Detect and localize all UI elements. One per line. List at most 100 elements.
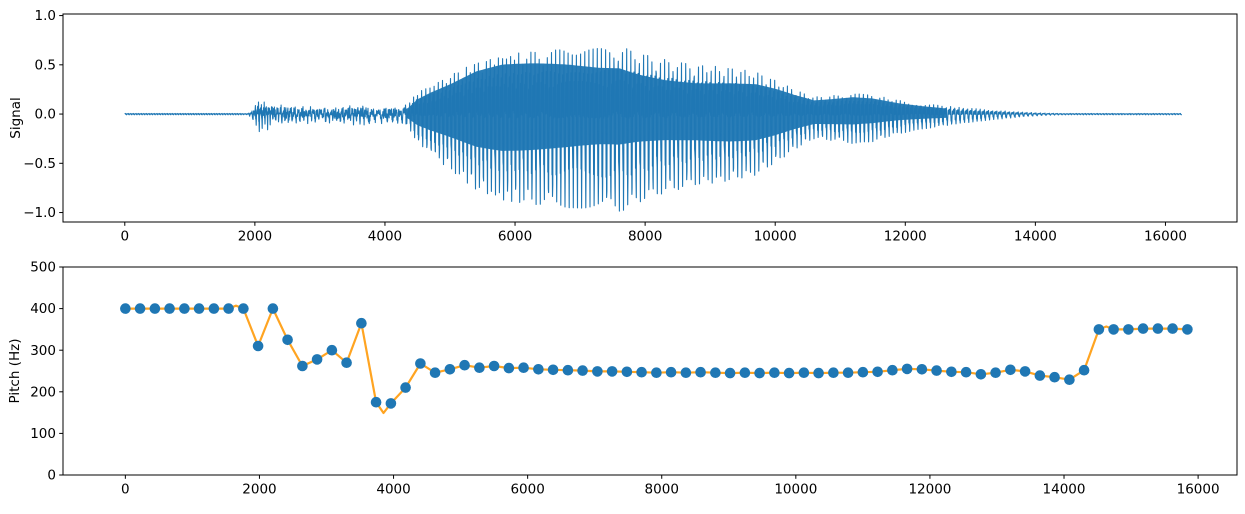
x-tick-label: 10000 <box>754 229 797 245</box>
pitch-marker <box>179 303 190 314</box>
pitch-marker <box>1093 324 1105 335</box>
pitch-marker <box>1137 323 1149 334</box>
pitch-marker <box>724 367 736 379</box>
pitch-marker <box>238 303 249 314</box>
pitch-marker <box>739 367 751 379</box>
pitch-marker <box>1034 370 1046 381</box>
x-tick-label: 2000 <box>238 229 272 245</box>
x-tick-label: 8000 <box>645 482 679 498</box>
x-tick-label: 12000 <box>908 482 951 498</box>
pitch-marker <box>134 303 146 314</box>
signal-y-axis-label: Signal <box>8 97 24 138</box>
y-tick-label: 1.0 <box>35 8 56 24</box>
y-tick-label: 0 <box>47 468 56 484</box>
pitch-line <box>124 304 1189 415</box>
pitch-marker <box>769 367 780 379</box>
pitch-marker <box>798 367 810 379</box>
pitch-marker <box>680 367 692 379</box>
pitch-marker <box>326 344 338 356</box>
pitch-marker <box>311 354 323 365</box>
pitch-marker <box>193 303 205 314</box>
x-tick-label: 0 <box>121 482 130 498</box>
x-tick-label: 10000 <box>774 482 817 498</box>
y-tick-label: −0.5 <box>23 156 56 172</box>
pitch-marker <box>1005 364 1016 376</box>
pitch-marker <box>665 366 677 378</box>
pitch-marker <box>621 366 633 378</box>
waveform-line <box>124 48 1183 212</box>
x-tick-label: 8000 <box>628 229 662 245</box>
plot-frame <box>62 266 1238 476</box>
pitch-marker <box>695 366 706 378</box>
x-tick-label: 4000 <box>368 229 402 245</box>
pitch-marker <box>857 366 869 378</box>
pitch-marker <box>415 358 426 369</box>
pitch-marker <box>1019 366 1031 377</box>
pitch-marker <box>562 364 574 376</box>
pitch-marker <box>783 367 795 379</box>
pitch-marker <box>872 366 883 378</box>
pitch-marker <box>651 367 662 379</box>
pitch-marker <box>149 303 161 314</box>
pitch-marker <box>518 362 529 374</box>
pitch-marker <box>1078 364 1090 376</box>
pitch-marker <box>887 364 898 376</box>
y-tick-label: 400 <box>30 301 56 317</box>
x-tick-label: 16000 <box>1177 482 1220 498</box>
pitch-marker <box>813 367 824 379</box>
pitch-marker <box>577 365 588 376</box>
pitch-marker <box>547 364 559 376</box>
pitch-marker <box>267 303 279 314</box>
pitch-marker <box>960 366 972 378</box>
pitch-marker <box>1049 371 1060 383</box>
y-tick-label: 300 <box>30 343 56 359</box>
pitch-marker <box>459 359 470 371</box>
x-tick-label: 16000 <box>1144 229 1187 245</box>
pitch-marker <box>444 364 456 375</box>
pitch-marker <box>474 362 485 374</box>
x-tick-label: 14000 <box>1014 229 1057 245</box>
pitch-marker <box>1182 324 1193 335</box>
pitch-marker <box>533 364 544 375</box>
plot-frame <box>62 13 1238 223</box>
pitch-marker <box>429 367 441 379</box>
pitch-marker <box>754 367 765 379</box>
pitch-marker <box>370 396 382 408</box>
y-tick-label: 100 <box>30 426 56 442</box>
pitch-marker <box>400 382 411 393</box>
pitch-marker <box>990 367 1001 379</box>
pitch-marker <box>252 340 264 352</box>
pitch-marker <box>1123 324 1134 335</box>
pitch-marker <box>223 303 234 314</box>
x-tick-label: 2000 <box>242 482 276 498</box>
pitch-marker <box>1108 324 1119 335</box>
pitch-marker <box>901 363 913 375</box>
pitch-marker <box>975 369 987 380</box>
x-tick-label: 12000 <box>884 229 927 245</box>
pitch-marker <box>1152 323 1164 334</box>
x-tick-label: 6000 <box>510 482 544 498</box>
pitch-marker <box>606 366 618 377</box>
y-tick-label: 0.5 <box>35 57 56 73</box>
pitch-marker <box>503 362 515 374</box>
y-tick-label: 500 <box>30 260 56 276</box>
x-tick-label: 0 <box>120 229 129 245</box>
pitch-y-axis-label: Pitch (Hz) <box>7 339 23 404</box>
y-tick-label: −1.0 <box>23 205 56 221</box>
pitch-marker <box>297 360 308 372</box>
pitch-marker <box>1167 323 1178 334</box>
pitch-marker <box>828 367 839 379</box>
pitch-plot: 0 2000 4000 6000 8000 10000 12000 14000 16000 0 10… <box>30 260 1238 498</box>
pitch-marker <box>842 367 854 379</box>
pitch-marker <box>356 317 367 329</box>
pitch-marker <box>931 365 942 376</box>
pitch-marker <box>1064 374 1075 386</box>
pitch-marker <box>710 367 721 379</box>
pitch-marker <box>385 398 397 409</box>
pitch-marker <box>946 366 957 378</box>
pitch-marker <box>120 303 131 314</box>
x-tick-label: 14000 <box>1043 482 1086 498</box>
x-tick-label: 4000 <box>376 482 410 498</box>
